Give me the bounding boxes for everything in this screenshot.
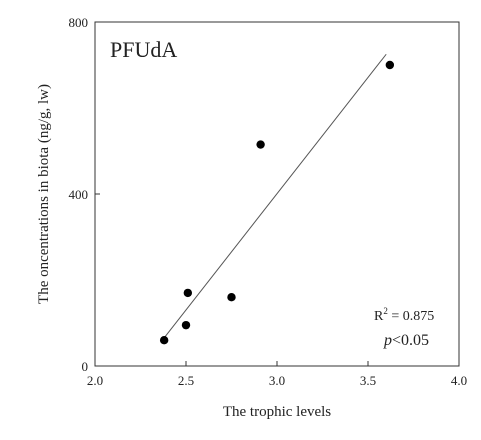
trend-line [161, 53, 387, 341]
p-rest: <0.05 [392, 332, 429, 349]
r-squared-value: = 0.875 [388, 309, 434, 324]
y-tick-label: 400 [69, 187, 89, 202]
r-squared-label: R [374, 309, 384, 324]
x-tick-label: 3.5 [360, 373, 376, 388]
r-squared-superscript: 2 [383, 306, 388, 316]
data-point [227, 293, 236, 302]
data-point [159, 336, 169, 345]
data-point [385, 60, 395, 70]
data-point [181, 320, 191, 330]
x-axis-title: The trophic levels [223, 404, 331, 420]
x-tick-label: 2.0 [87, 373, 103, 388]
x-tick-label: 4.0 [451, 373, 467, 388]
y-tick-label: 800 [69, 15, 89, 30]
y-tick-label: 0 [82, 359, 89, 374]
x-tick-label: 3.0 [269, 373, 285, 388]
y-axis-ticks: 0 400 800 [69, 15, 100, 374]
y-axis-title: The oncentrations in biota (ng/g, lw) [36, 84, 52, 304]
data-points [159, 60, 395, 345]
r-squared-annotation: R2 = 0.875 [374, 306, 434, 324]
data-point [256, 140, 265, 149]
panel-label: PFUdA [110, 37, 177, 62]
p-italic: p [383, 332, 392, 349]
x-axis-ticks: 2.0 2.5 3.0 3.5 4.0 [87, 361, 467, 388]
x-tick-label: 2.5 [178, 373, 194, 388]
data-point [183, 288, 193, 298]
p-value-annotation: p<0.05 [383, 332, 429, 349]
